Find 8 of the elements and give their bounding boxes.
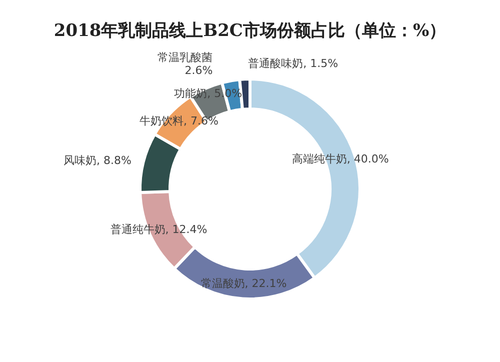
slice-label: 高端纯牛奶, 40.0%	[292, 152, 389, 166]
slice-label: 常温酸奶, 22.1%	[200, 276, 287, 290]
slice-label: 普通纯牛奶, 12.4%	[110, 222, 208, 236]
slice-label: 风味奶, 8.8%	[64, 154, 132, 167]
slice-label: 常温乳酸菌	[158, 51, 213, 64]
chart-title: 2018年乳制品线上B2C市场份额占比（单位：%）	[54, 21, 446, 41]
data-label: 2.6%	[184, 64, 213, 78]
slice-label: 普通酸味奶, 1.5%	[248, 57, 338, 70]
